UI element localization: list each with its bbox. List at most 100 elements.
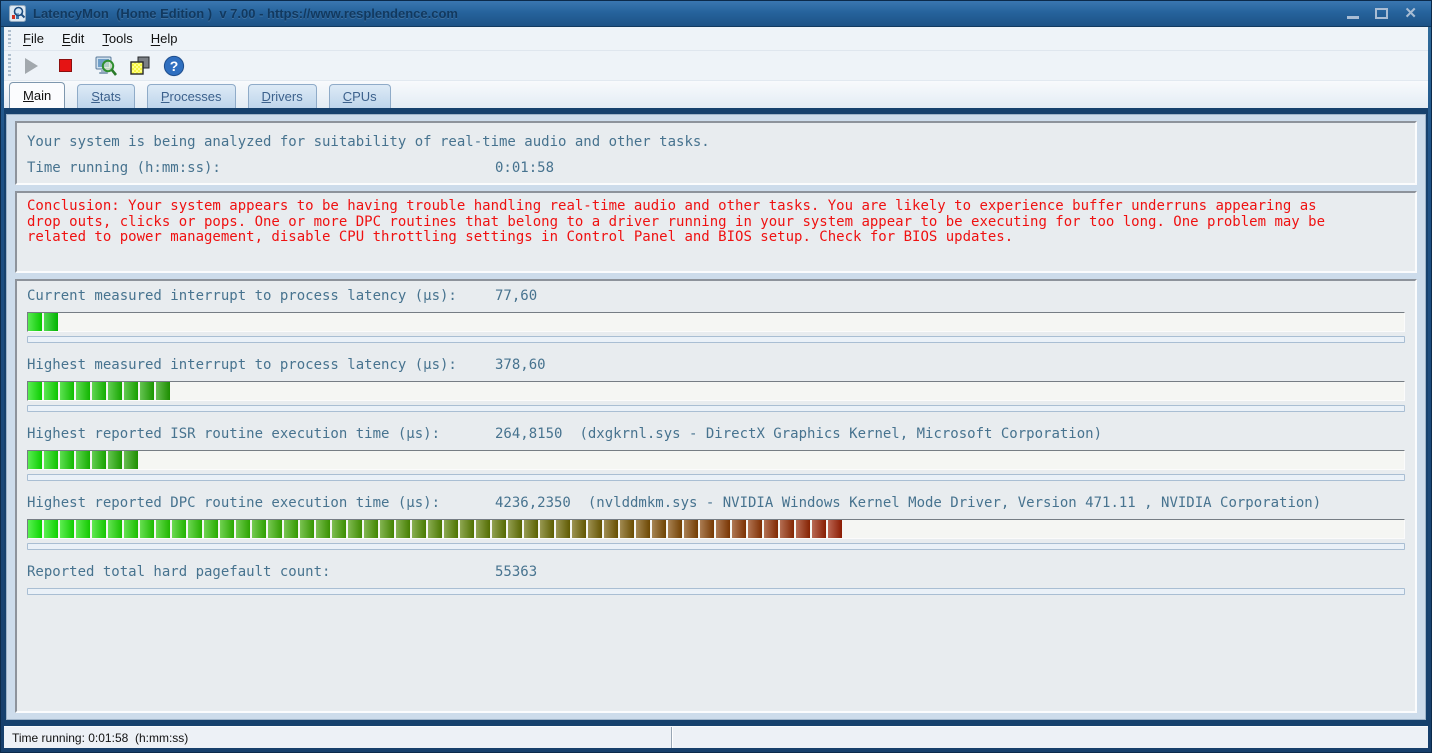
- meter-segment: [652, 520, 666, 538]
- metric-label: Reported total hard pagefault count:: [27, 564, 331, 580]
- metric-row: Highest reported ISR routine execution t…: [27, 425, 1405, 481]
- meter-segment: [588, 520, 602, 538]
- meter-segment: [76, 382, 90, 400]
- analysis-status-line: Your system is being analyzed for suitab…: [27, 134, 710, 150]
- metric-text-line: Highest reported DPC routine execution t…: [27, 494, 1405, 512]
- metric-value: 264,8150: [495, 426, 563, 442]
- meter-segment: [508, 520, 522, 538]
- meter-segment: [284, 520, 298, 538]
- help-button[interactable]: ?: [160, 53, 188, 79]
- menu-file[interactable]: File: [23, 31, 44, 46]
- meter-baseline-strip: [27, 336, 1405, 343]
- time-running-line: Time running (h:mm:ss): 0:01:58: [27, 155, 1405, 181]
- meter-segment: [268, 520, 282, 538]
- meter-segment: [828, 520, 842, 538]
- stop-monitor-button[interactable]: [51, 53, 79, 79]
- app-icon: [9, 5, 26, 22]
- metric-value: 77,60: [495, 288, 538, 304]
- status-bar: Time running: 0:01:58 (h:mm:ss): [4, 726, 1428, 748]
- menu-bar: File Edit Tools Help: [4, 27, 1428, 51]
- meter-segment: [252, 520, 266, 538]
- meter-segment: [636, 520, 650, 538]
- time-running-label: Time running (h:mm:ss):: [27, 160, 221, 176]
- tab-processes[interactable]: Processes: [146, 84, 236, 108]
- tab-main[interactable]: Main: [9, 82, 66, 108]
- latency-meter-bar: [27, 519, 1405, 539]
- meter-segment: [332, 520, 346, 538]
- meter-baseline-strip: [27, 405, 1405, 412]
- meter-segment: [428, 520, 442, 538]
- menu-edit[interactable]: Edit: [61, 31, 85, 46]
- metric-value: 4236,2350: [495, 495, 571, 511]
- meter-segment: [716, 520, 730, 538]
- meter-segment: [76, 451, 90, 469]
- meter-segment: [124, 451, 138, 469]
- minimize-button[interactable]: [1347, 8, 1360, 19]
- meter-segment: [124, 382, 138, 400]
- metric-driver-info: (nvlddmkm.sys - NVIDIA Windows Kernel Mo…: [587, 495, 1322, 511]
- metric-text-line: Highest reported ISR routine execution t…: [27, 425, 1405, 443]
- latency-meter-bar: [27, 381, 1405, 401]
- meter-segment: [796, 520, 810, 538]
- toolbar: ?: [4, 51, 1428, 81]
- metric-label: Highest reported DPC routine execution t…: [27, 495, 441, 511]
- meter-segment: [492, 520, 506, 538]
- latency-meter-bar: [27, 312, 1405, 332]
- status-bar-section: Time running: 0:01:58 (h:mm:ss): [4, 727, 672, 748]
- meter-segment: [44, 313, 58, 331]
- metric-value: 378,60: [495, 357, 546, 373]
- menu-tools[interactable]: Tools: [102, 31, 133, 46]
- tab-stats[interactable]: Stats: [77, 84, 135, 108]
- tab-cpus[interactable]: CPUs: [328, 84, 391, 108]
- meter-segment: [156, 520, 170, 538]
- analyze-button[interactable]: [92, 53, 120, 79]
- meter-segment: [44, 451, 58, 469]
- client-area: Your system is being analyzed for suitab…: [4, 108, 1428, 726]
- analyze-icon: [95, 56, 118, 76]
- meter-segment: [28, 382, 42, 400]
- meter-segment: [108, 382, 122, 400]
- meter-segment: [92, 520, 106, 538]
- metric-driver-info: (dxgkrnl.sys - DirectX Graphics Kernel, …: [579, 426, 1103, 442]
- meter-segment: [220, 520, 234, 538]
- tab-drivers[interactable]: Drivers: [247, 84, 317, 108]
- meter-baseline-strip: [27, 543, 1405, 550]
- meter-segment: [204, 520, 218, 538]
- conclusion-box: Conclusion: Your system appears to be ha…: [15, 191, 1417, 273]
- latency-meter-bar: [27, 450, 1405, 470]
- meter-segment: [188, 520, 202, 538]
- toolbar-gripper[interactable]: [7, 54, 12, 77]
- metrics-list: Current measured interrupt to process la…: [27, 287, 1405, 595]
- meter-segment: [748, 520, 762, 538]
- meter-segment: [60, 382, 74, 400]
- close-button[interactable]: ✕: [1404, 5, 1417, 22]
- start-monitor-button[interactable]: [17, 53, 45, 79]
- meter-baseline-strip: [27, 474, 1405, 481]
- meter-segment: [28, 520, 42, 538]
- meter-segment: [684, 520, 698, 538]
- meter-segment: [348, 520, 362, 538]
- maximize-button[interactable]: [1375, 8, 1389, 19]
- meter-segment: [540, 520, 554, 538]
- metric-row: Highest reported DPC routine execution t…: [27, 494, 1405, 550]
- metric-label: Highest reported ISR routine execution t…: [27, 426, 441, 442]
- status-bar-text: Time running: 0:01:58 (h:mm:ss): [12, 730, 189, 745]
- meter-segment: [140, 520, 154, 538]
- meter-segment: [444, 520, 458, 538]
- meter-segment: [44, 382, 58, 400]
- time-running-value: 0:01:58: [495, 160, 555, 176]
- meter-segment: [764, 520, 778, 538]
- meter-segment: [28, 313, 42, 331]
- meter-segment: [812, 520, 826, 538]
- menu-help[interactable]: Help: [150, 31, 178, 46]
- processes-button[interactable]: [126, 53, 154, 79]
- meter-segment: [668, 520, 682, 538]
- metric-row: Reported total hard pagefault count: 5536…: [27, 563, 1405, 595]
- metric-label: Highest measured interrupt to process la…: [27, 357, 457, 373]
- processes-icon: [130, 56, 150, 75]
- meter-segment: [460, 520, 474, 538]
- meter-segment: [620, 520, 634, 538]
- metric-row: Highest measured interrupt to process la…: [27, 356, 1405, 412]
- menu-gripper[interactable]: [7, 30, 12, 47]
